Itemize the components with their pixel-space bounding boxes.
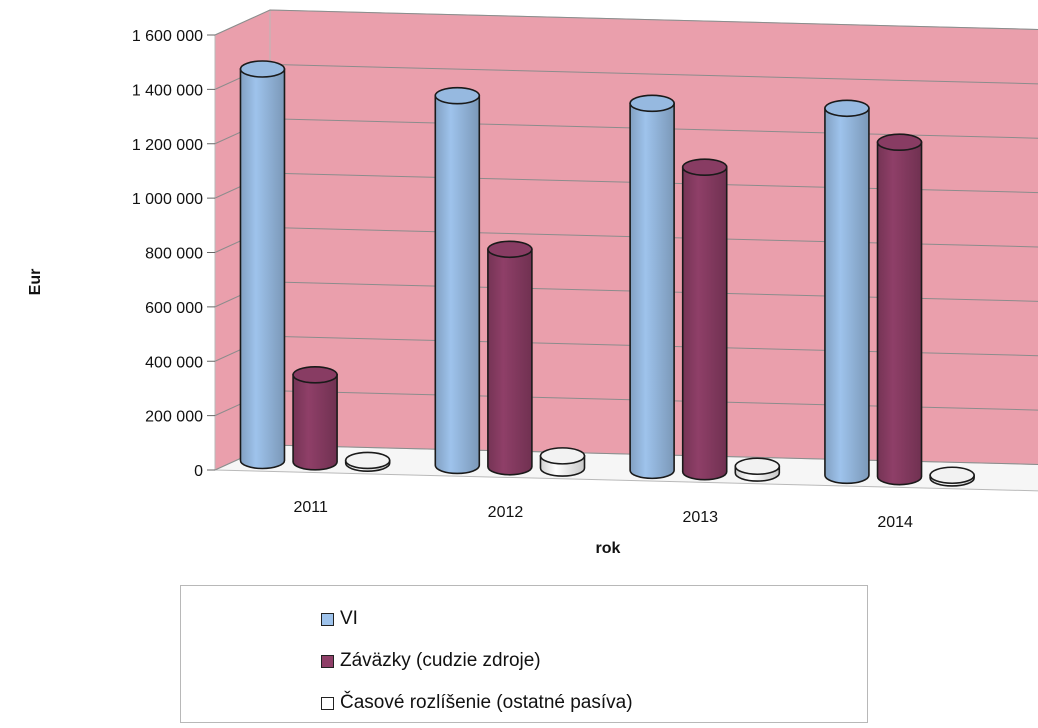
legend-label-casove: Časové rozlíšenie (ostatné pasíva): [340, 692, 633, 713]
bar-body: [824, 107, 870, 485]
x-tick-label: 2013: [682, 509, 718, 526]
bar-body: [292, 374, 338, 471]
bar-body: [629, 102, 675, 480]
bar-0-2013: [629, 94, 675, 480]
bar-top: [434, 86, 481, 105]
bar-top: [487, 240, 533, 259]
bars: [239, 60, 975, 487]
bar-0-2011: [239, 60, 286, 470]
bar-body: [681, 166, 728, 481]
bar-0-2012: [434, 86, 481, 475]
bar-top: [344, 451, 391, 470]
bar-top: [734, 457, 781, 476]
bar-top: [681, 158, 728, 177]
bar-1-2014: [876, 133, 923, 486]
x-tick-label: 2011: [293, 499, 328, 516]
y-tick-label: 1 000 000: [132, 191, 203, 208]
bar-2-2011: [344, 451, 391, 472]
bar-top: [629, 94, 675, 113]
bar-2-2012: [539, 447, 586, 477]
bar-2-2013: [734, 457, 781, 482]
bar-top: [929, 466, 975, 485]
legend-swatch-casove: [321, 696, 334, 710]
bar-2-2014: [929, 466, 975, 487]
y-tick-label: 1 600 000: [132, 28, 203, 45]
bar-top: [824, 99, 870, 118]
bar-top: [239, 60, 286, 78]
legend-item-vi: VI: [321, 608, 358, 630]
bar-top: [539, 447, 586, 465]
legend-label-zavazky: Záväzky (cudzie zdroje): [340, 650, 541, 671]
y-tick-label: 0: [194, 463, 203, 480]
bar-1-2011: [292, 366, 338, 471]
y-tick-label: 200 000: [145, 409, 203, 426]
bar-body: [487, 248, 533, 476]
legend-swatch-zavazky: [321, 654, 334, 668]
y-tick-label: 800 000: [145, 246, 203, 263]
x-tick-label: 2012: [488, 504, 524, 521]
y-tick-label: 600 000: [145, 300, 203, 317]
bar-top: [876, 133, 923, 152]
y-axis-ticks: 0 200 000 400 000 600 000 800 000 1 000 000 1 …: [132, 28, 215, 480]
bar-body: [876, 141, 923, 486]
legend: VI Záväzky (cudzie zdroje) Časové rozlíš…: [180, 585, 868, 723]
y-axis-label: Eur: [27, 269, 44, 296]
legend-item-casove: Časové rozlíšenie (ostatné pasíva): [321, 692, 633, 714]
legend-swatch-vi: [321, 612, 334, 626]
gridline: [214, 9, 1038, 36]
y-tick-label: 1 400 000: [132, 82, 203, 99]
bar-body: [434, 94, 481, 475]
x-axis-label: rok: [596, 540, 621, 557]
bar-1-2013: [681, 158, 728, 481]
bar-body: [239, 68, 286, 470]
y-tick-label: 400 000: [145, 354, 203, 371]
legend-label-vi: VI: [340, 608, 358, 629]
x-tick-label: 2014: [877, 514, 913, 531]
bar-1-2012: [487, 240, 533, 476]
bar-top: [292, 366, 338, 384]
y-tick-label: 1 200 000: [132, 137, 203, 154]
legend-item-zavazky: Záväzky (cudzie zdroje): [321, 650, 541, 672]
x-axis-ticks: 2011 2012 2013 2014: [293, 499, 913, 531]
bar-0-2014: [824, 99, 870, 485]
